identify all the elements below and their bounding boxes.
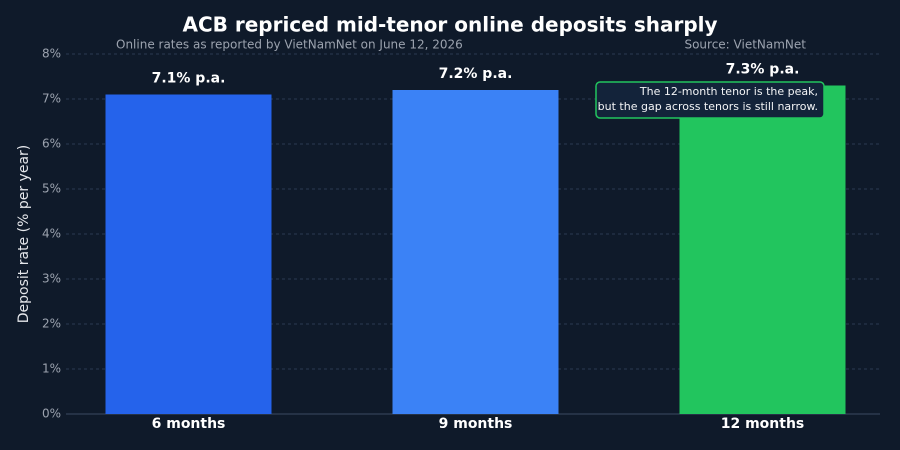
annotation-text: The 12-month tenor is the peak, xyxy=(639,85,818,98)
y-tick-label: 3% xyxy=(42,272,61,286)
y-tick-label: 4% xyxy=(42,227,61,241)
value-label: 7.3% p.a. xyxy=(726,62,800,78)
y-tick-label: 6% xyxy=(42,137,61,151)
y-axis-label: Deposit rate (% per year) xyxy=(16,145,32,323)
value-label: 7.1% p.a. xyxy=(152,71,226,87)
chart-title: ACB repriced mid-tenor online deposits s… xyxy=(182,13,717,37)
bar xyxy=(392,90,559,414)
x-tick-label: 6 months xyxy=(152,416,226,432)
y-tick-label: 7% xyxy=(42,92,61,106)
y-tick-label: 0% xyxy=(42,407,61,421)
annotation-box xyxy=(595,81,825,119)
y-tick-label: 8% xyxy=(42,47,61,61)
source: Source: VietNamNet xyxy=(684,38,806,52)
subtitle: Online rates as reported by VietNamNet o… xyxy=(116,38,463,52)
value-label: 7.2% p.a. xyxy=(439,66,513,82)
annotation-text: but the gap across tenors is still narro… xyxy=(598,100,818,113)
y-tick-label: 5% xyxy=(42,182,61,196)
x-tick-label: 12 months xyxy=(721,416,805,432)
y-tick-label: 1% xyxy=(42,362,61,376)
x-tick-label: 9 months xyxy=(439,416,513,432)
y-tick-label: 2% xyxy=(42,317,61,331)
bar xyxy=(105,94,272,414)
bar xyxy=(679,85,846,414)
